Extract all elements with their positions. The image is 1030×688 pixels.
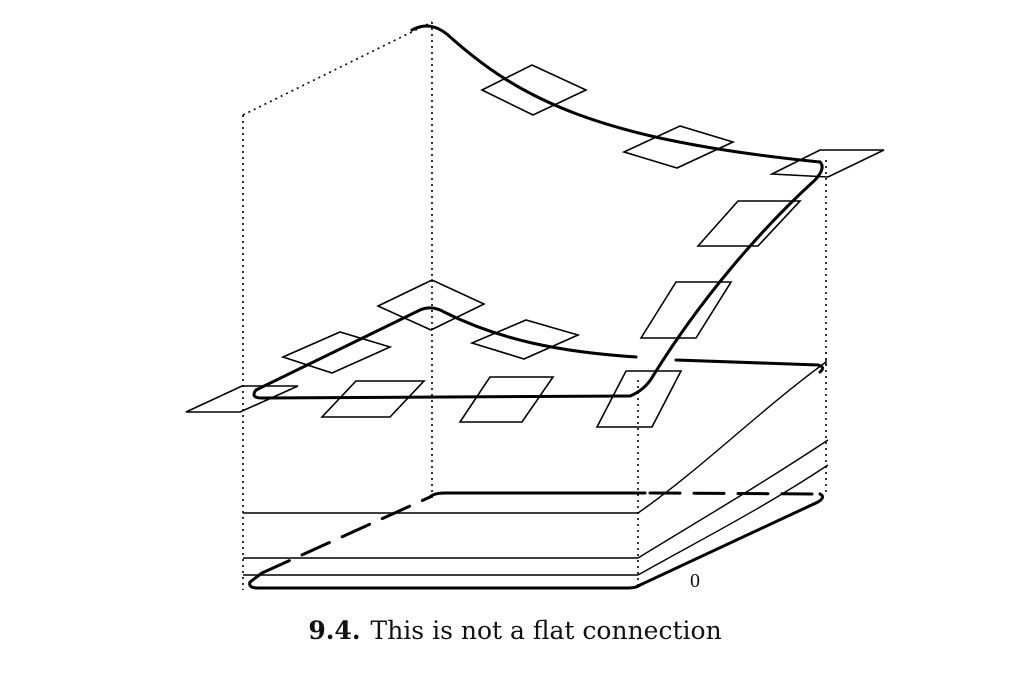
base-curve-2 — [637, 439, 829, 559]
frame-mid-1 — [469, 319, 581, 360]
frame-top-1 — [480, 64, 588, 116]
dashed-loop-back-edge-dashed — [648, 491, 822, 496]
base-sheet — [243, 361, 829, 576]
dashed-loop-back-edge — [428, 491, 647, 499]
frame-right-2 — [639, 281, 733, 339]
frame-front-left — [185, 385, 299, 413]
frame-front-right — [595, 370, 683, 428]
lifted-curve-front — [252, 306, 638, 400]
frame-front-2 — [320, 380, 426, 418]
frame-parallelograms — [185, 64, 885, 428]
caption-number: 9.4. — [308, 616, 361, 645]
frame-edge-top-left — [242, 21, 433, 116]
dashed-projection-loop — [248, 491, 825, 590]
frame-left-1 — [280, 331, 393, 374]
origin-label: 0 — [690, 570, 700, 592]
caption-text: This is not a flat connection — [370, 616, 722, 645]
dashed-loop-left-edge — [260, 495, 432, 575]
bottom-loop-solid — [248, 492, 825, 590]
dotted-frame — [242, 21, 827, 590]
lifted-curve-right-low — [674, 358, 825, 374]
base-curve-1 — [637, 361, 827, 514]
frame-front-3 — [458, 376, 555, 423]
lifted-surface — [252, 24, 827, 400]
figure-caption: 9.4. This is not a flat connection — [0, 616, 1030, 645]
base-curve-3 — [637, 464, 829, 576]
lifted-curve-top — [410, 24, 822, 164]
frame-top-2 — [621, 125, 736, 169]
frame-top-right — [768, 149, 885, 178]
frame-apex — [376, 279, 486, 331]
frame-right-1 — [696, 200, 802, 247]
lifted-curve-right-descent — [628, 160, 824, 398]
